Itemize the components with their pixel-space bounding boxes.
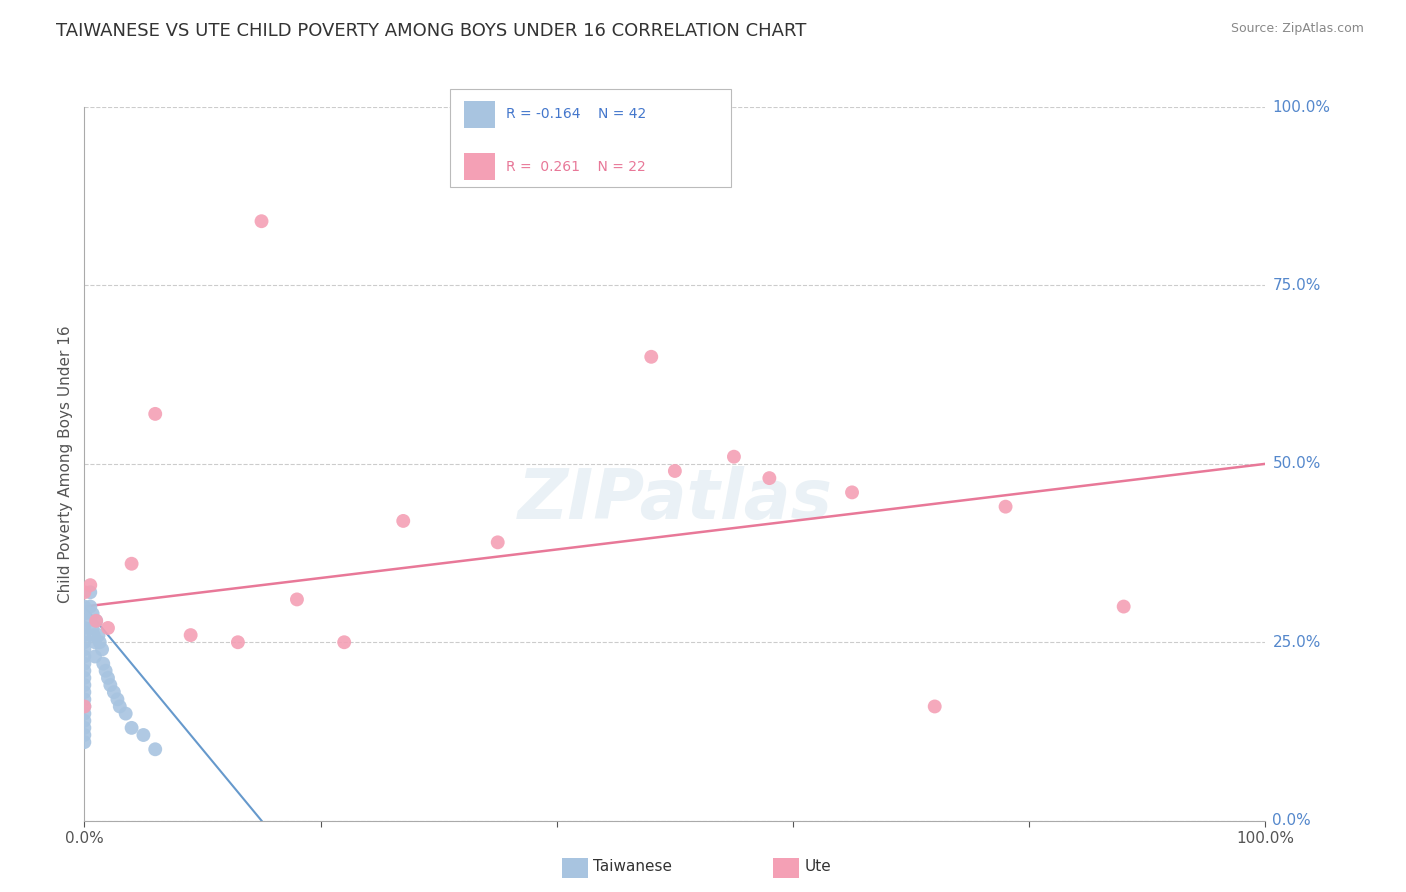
Point: [73, 706, 96, 721]
Point: [73, 692, 96, 706]
Point: [84, 635, 107, 649]
Text: R =  0.261    N = 22: R = 0.261 N = 22: [506, 160, 645, 174]
Point: [73, 642, 96, 657]
Point: [640, 350, 662, 364]
Point: [121, 557, 143, 571]
Point: [250, 214, 273, 228]
Text: Source: ZipAtlas.com: Source: ZipAtlas.com: [1230, 22, 1364, 36]
Point: [841, 485, 863, 500]
Point: [73, 657, 96, 671]
Y-axis label: Child Poverty Among Boys Under 16: Child Poverty Among Boys Under 16: [58, 325, 73, 603]
Text: 50.0%: 50.0%: [1272, 457, 1320, 471]
Point: [73, 599, 96, 614]
Point: [84, 614, 107, 628]
Point: [89, 635, 111, 649]
Point: [79, 578, 101, 592]
Point: [97, 671, 120, 685]
Point: [73, 699, 96, 714]
Point: [132, 728, 155, 742]
Point: [73, 607, 96, 621]
Point: [392, 514, 415, 528]
Point: [82, 621, 104, 635]
Point: [73, 714, 96, 728]
Point: [73, 635, 96, 649]
Point: [73, 621, 96, 635]
Text: Taiwanese: Taiwanese: [593, 859, 672, 873]
Point: [723, 450, 745, 464]
Point: [73, 664, 96, 678]
Point: [73, 735, 96, 749]
Point: [180, 628, 202, 642]
Text: 25.0%: 25.0%: [1272, 635, 1320, 649]
Point: [108, 699, 131, 714]
Point: [114, 706, 136, 721]
Point: [73, 699, 96, 714]
Point: [103, 685, 125, 699]
Point: [73, 685, 96, 699]
Point: [924, 699, 946, 714]
Point: [107, 692, 129, 706]
Point: [91, 657, 114, 671]
Point: [83, 628, 105, 642]
Point: [1112, 599, 1135, 614]
Point: [73, 728, 96, 742]
Text: 75.0%: 75.0%: [1272, 278, 1320, 293]
Point: [285, 592, 308, 607]
Point: [91, 642, 114, 657]
Text: 100.0%: 100.0%: [1272, 100, 1330, 114]
Point: [73, 678, 96, 692]
Point: [98, 678, 121, 692]
Point: [82, 607, 104, 621]
Point: [87, 628, 110, 642]
Point: [226, 635, 249, 649]
Point: [486, 535, 509, 549]
Point: [994, 500, 1017, 514]
Point: [84, 614, 107, 628]
Text: Ute: Ute: [804, 859, 831, 873]
Point: [84, 649, 107, 664]
Point: [758, 471, 780, 485]
Text: 0.0%: 0.0%: [1272, 814, 1312, 828]
Point: [333, 635, 356, 649]
Point: [73, 721, 96, 735]
Text: TAIWANESE VS UTE CHILD POVERTY AMONG BOYS UNDER 16 CORRELATION CHART: TAIWANESE VS UTE CHILD POVERTY AMONG BOY…: [56, 22, 807, 40]
Point: [121, 721, 143, 735]
Text: R = -0.164    N = 42: R = -0.164 N = 42: [506, 107, 647, 121]
Point: [73, 628, 96, 642]
Point: [73, 649, 96, 664]
Point: [664, 464, 686, 478]
Point: [94, 664, 117, 678]
Point: [73, 614, 96, 628]
Point: [79, 599, 101, 614]
Point: [73, 585, 96, 599]
Point: [143, 407, 166, 421]
Point: [79, 585, 101, 599]
Point: [73, 671, 96, 685]
Text: ZIPatlas: ZIPatlas: [517, 466, 832, 533]
Point: [143, 742, 166, 756]
Point: [97, 621, 120, 635]
